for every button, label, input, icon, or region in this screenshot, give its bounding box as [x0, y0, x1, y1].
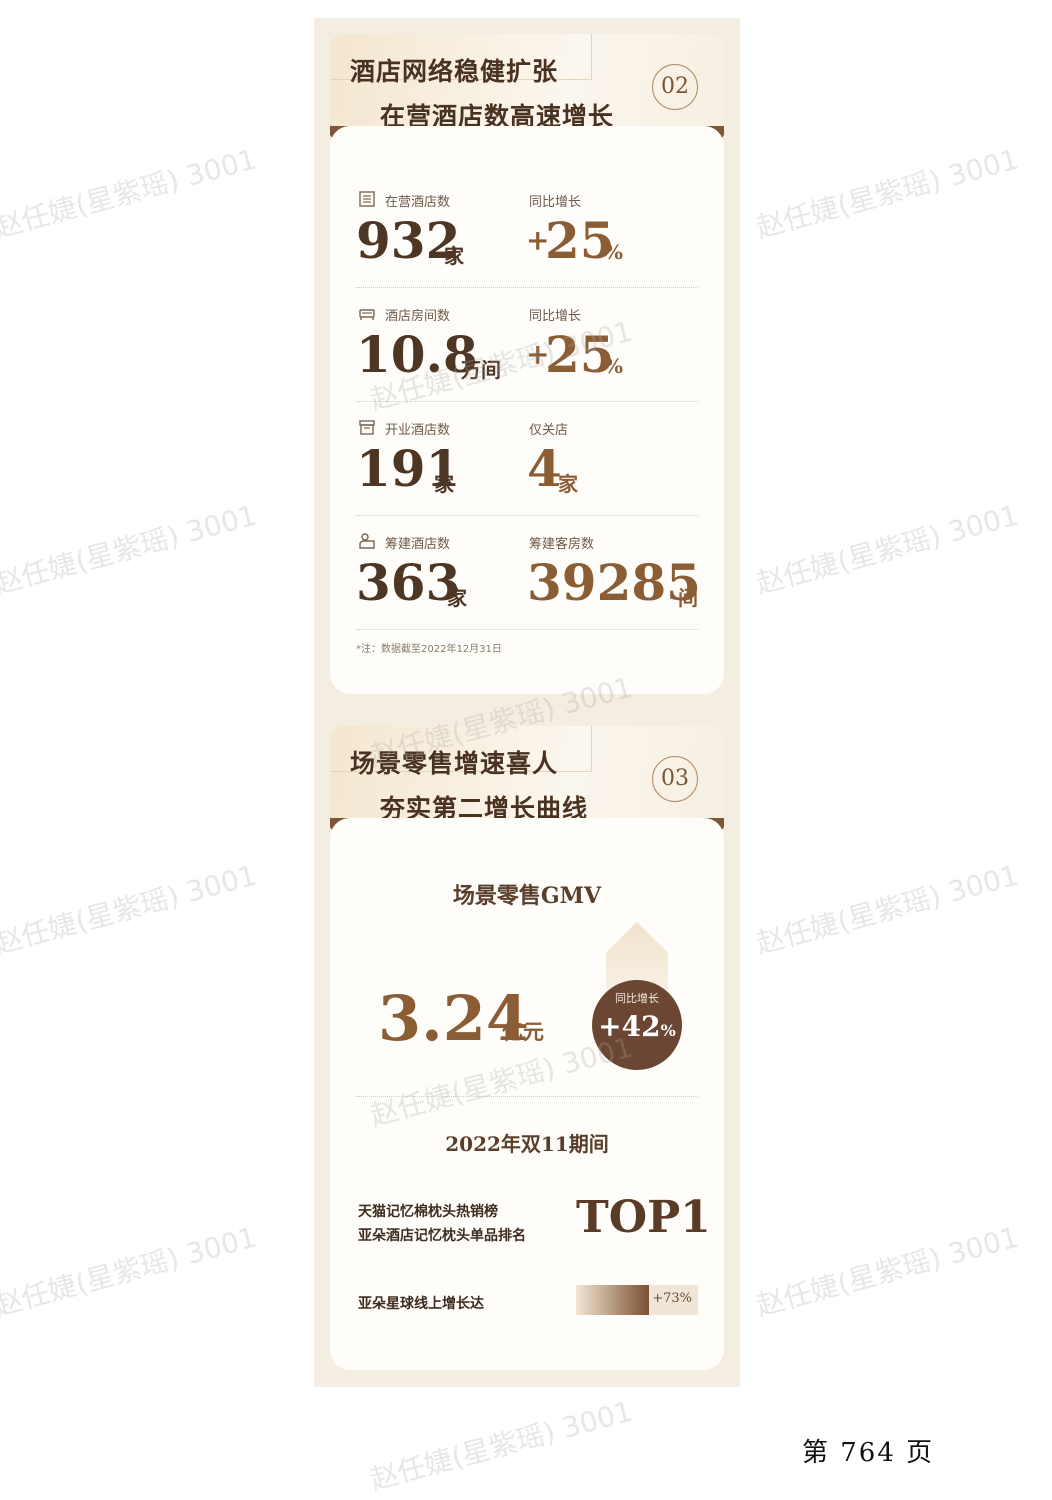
stat-value-rooms: 10.8 [356, 325, 478, 384]
stat-sign-hotels-yoy: + [526, 224, 550, 257]
growth-bar-fill [576, 1285, 650, 1315]
watermark: 赵任婕(星紫瑶) 3001 [366, 1394, 637, 1497]
watermark: 赵任婕(星紫瑶) 3001 [0, 498, 261, 601]
section-number-badge: 02 [652, 64, 698, 110]
divider [356, 1096, 698, 1097]
section-title-line1: 酒店网络稳健扩张 [350, 57, 559, 86]
section-banner-02: 酒店网络稳健扩张 在营酒店数高速增长 02 [330, 34, 724, 138]
stat-value-hotels: 932 [356, 211, 461, 270]
stat-label-rooms-yoy: 同比增长 [529, 309, 582, 324]
hotel-building-icon [359, 191, 375, 207]
double11-subtitle: 2022年双11期间 [445, 1132, 609, 1156]
section-title-line1: 场景零售增速喜人 [350, 749, 559, 778]
bed-icon [359, 309, 375, 320]
stat-sign-rooms-yoy: + [526, 338, 550, 371]
watermark: 赵任婕(星紫瑶) 3001 [752, 1220, 1023, 1323]
growth-bubble-label: 同比增长 [615, 992, 659, 1005]
stat-label-opened: 开业酒店数 [385, 423, 451, 438]
stat-unit-opened: 家 [434, 472, 454, 496]
stat-value-opened: 191 [356, 439, 461, 498]
rank-value: TOP1 [576, 1192, 711, 1243]
stat-value-hotels-yoy: 25 [545, 211, 615, 270]
watermark: 赵任婕(星紫瑶) 3001 [0, 858, 261, 961]
divider [356, 629, 698, 630]
stat-label-hotels-yoy: 同比增长 [529, 195, 582, 210]
banner-tab-outline [330, 34, 592, 80]
stats-card [330, 126, 724, 694]
watermark: 赵任婕(星紫瑶) 3001 [752, 142, 1023, 245]
rank-text-line1: 天猫记忆棉枕头热销榜 [358, 1204, 498, 1220]
stat-label-rooms: 酒店房间数 [385, 309, 451, 324]
watermark: 赵任婕(星紫瑶) 3001 [0, 142, 261, 245]
stat-label-hotels: 在营酒店数 [385, 195, 451, 210]
storefront-icon [359, 420, 375, 435]
divider [356, 287, 698, 288]
section-banner-03: 场景零售增速喜人 夯实第二增长曲线 03 [330, 726, 724, 830]
divider [356, 401, 698, 402]
stat-value-pipeline-hotels: 363 [356, 553, 461, 612]
watermark: 赵任婕(星紫瑶) 3001 [752, 858, 1023, 961]
growth-value: +73% [652, 1291, 692, 1306]
gmv-title: 场景零售GMV [452, 883, 602, 909]
stat-unit-pipeline-hotels: 家 [447, 586, 467, 610]
stat-label-closed: 仅关店 [529, 423, 569, 438]
growth-bar: +73% [576, 1285, 698, 1315]
growth-bubble-unit: % [660, 1021, 676, 1040]
stat-unit-pipeline-rooms: 间 [678, 586, 698, 610]
stat-unit-hotels: 家 [444, 244, 464, 268]
rank-text-line2: 亚朵酒店记忆枕头单品排名 [358, 1228, 526, 1244]
growth-bubble: 同比增长 +42% [592, 980, 682, 1070]
stat-value-rooms-yoy: 25 [545, 325, 615, 384]
page-number: 第 764 页 [802, 1438, 935, 1468]
growth-bubble-value: +42% [592, 1010, 682, 1043]
stat-unit-hotels-yoy: % [604, 240, 624, 264]
growth-bubble-number: +42 [598, 1010, 661, 1043]
gmv-value: 3.24 [378, 982, 530, 1055]
construction-icon [359, 533, 375, 549]
banner-tab-outline [330, 726, 592, 772]
stat-unit-rooms: 万间 [461, 358, 501, 382]
stat-value-closed: 4 [527, 439, 562, 498]
stat-unit-rooms-yoy: % [604, 354, 624, 378]
data-note: *注：数据截至2022年12月31日 [356, 644, 502, 655]
watermark: 赵任婕(星紫瑶) 3001 [0, 1220, 261, 1323]
stat-value-pipeline-rooms: 39285 [527, 553, 701, 612]
stat-unit-closed: 家 [558, 472, 578, 496]
section-number-badge: 03 [652, 756, 698, 802]
growth-label: 亚朵星球线上增长达 [358, 1296, 484, 1312]
stat-label-pipeline-hotels: 筹建酒店数 [385, 537, 451, 552]
stat-label-pipeline-rooms: 筹建客房数 [529, 537, 595, 552]
gmv-unit: 亿元 [502, 1019, 544, 1044]
divider [356, 515, 698, 516]
retail-card [330, 818, 724, 1370]
watermark: 赵任婕(星紫瑶) 3001 [752, 498, 1023, 601]
